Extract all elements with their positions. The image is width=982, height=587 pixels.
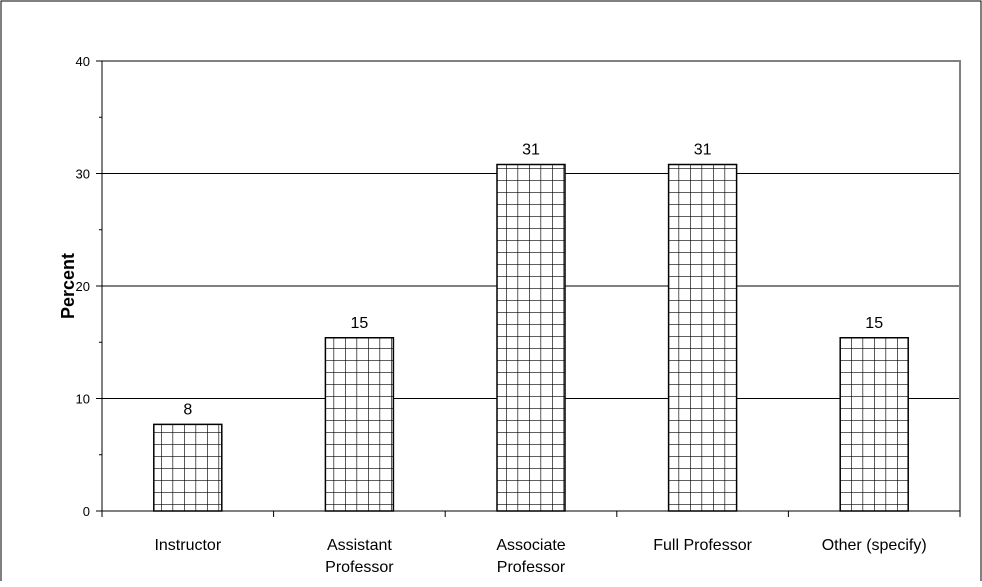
y-axis-title: Percent <box>58 253 78 319</box>
y-axis: 0 10 20 30 40 <box>76 54 103 519</box>
bar <box>153 423 223 512</box>
plot-border <box>102 60 961 511</box>
x-tick-label: Other (specify) <box>822 537 927 554</box>
y-tick-label: 40 <box>76 54 90 69</box>
data-label: 8 <box>183 401 192 418</box>
x-tick-label: Assistant Professor <box>325 537 394 576</box>
y-tick-label: 10 <box>76 392 90 407</box>
bars <box>153 163 909 512</box>
plot-area <box>102 60 961 511</box>
bar <box>839 337 909 512</box>
x-tick-label: Associate Professor <box>496 537 566 576</box>
x-tick-label: Full Professor <box>653 537 752 554</box>
data-label: 15 <box>351 315 369 332</box>
data-label: 15 <box>865 315 883 332</box>
y-tick-label: 0 <box>83 504 90 519</box>
data-label: 31 <box>522 142 540 159</box>
x-tick-label: Instructor <box>154 537 221 554</box>
data-label: 31 <box>694 142 712 159</box>
y-tick-label: 30 <box>76 167 90 182</box>
bar <box>667 163 738 512</box>
bar <box>496 163 566 512</box>
data-labels: 8 15 31 31 15 <box>183 142 883 419</box>
y-tick-label: 20 <box>76 279 90 294</box>
x-axis: Instructor Assistant Professor Associate Pro… <box>101 510 961 576</box>
bar <box>324 337 395 512</box>
